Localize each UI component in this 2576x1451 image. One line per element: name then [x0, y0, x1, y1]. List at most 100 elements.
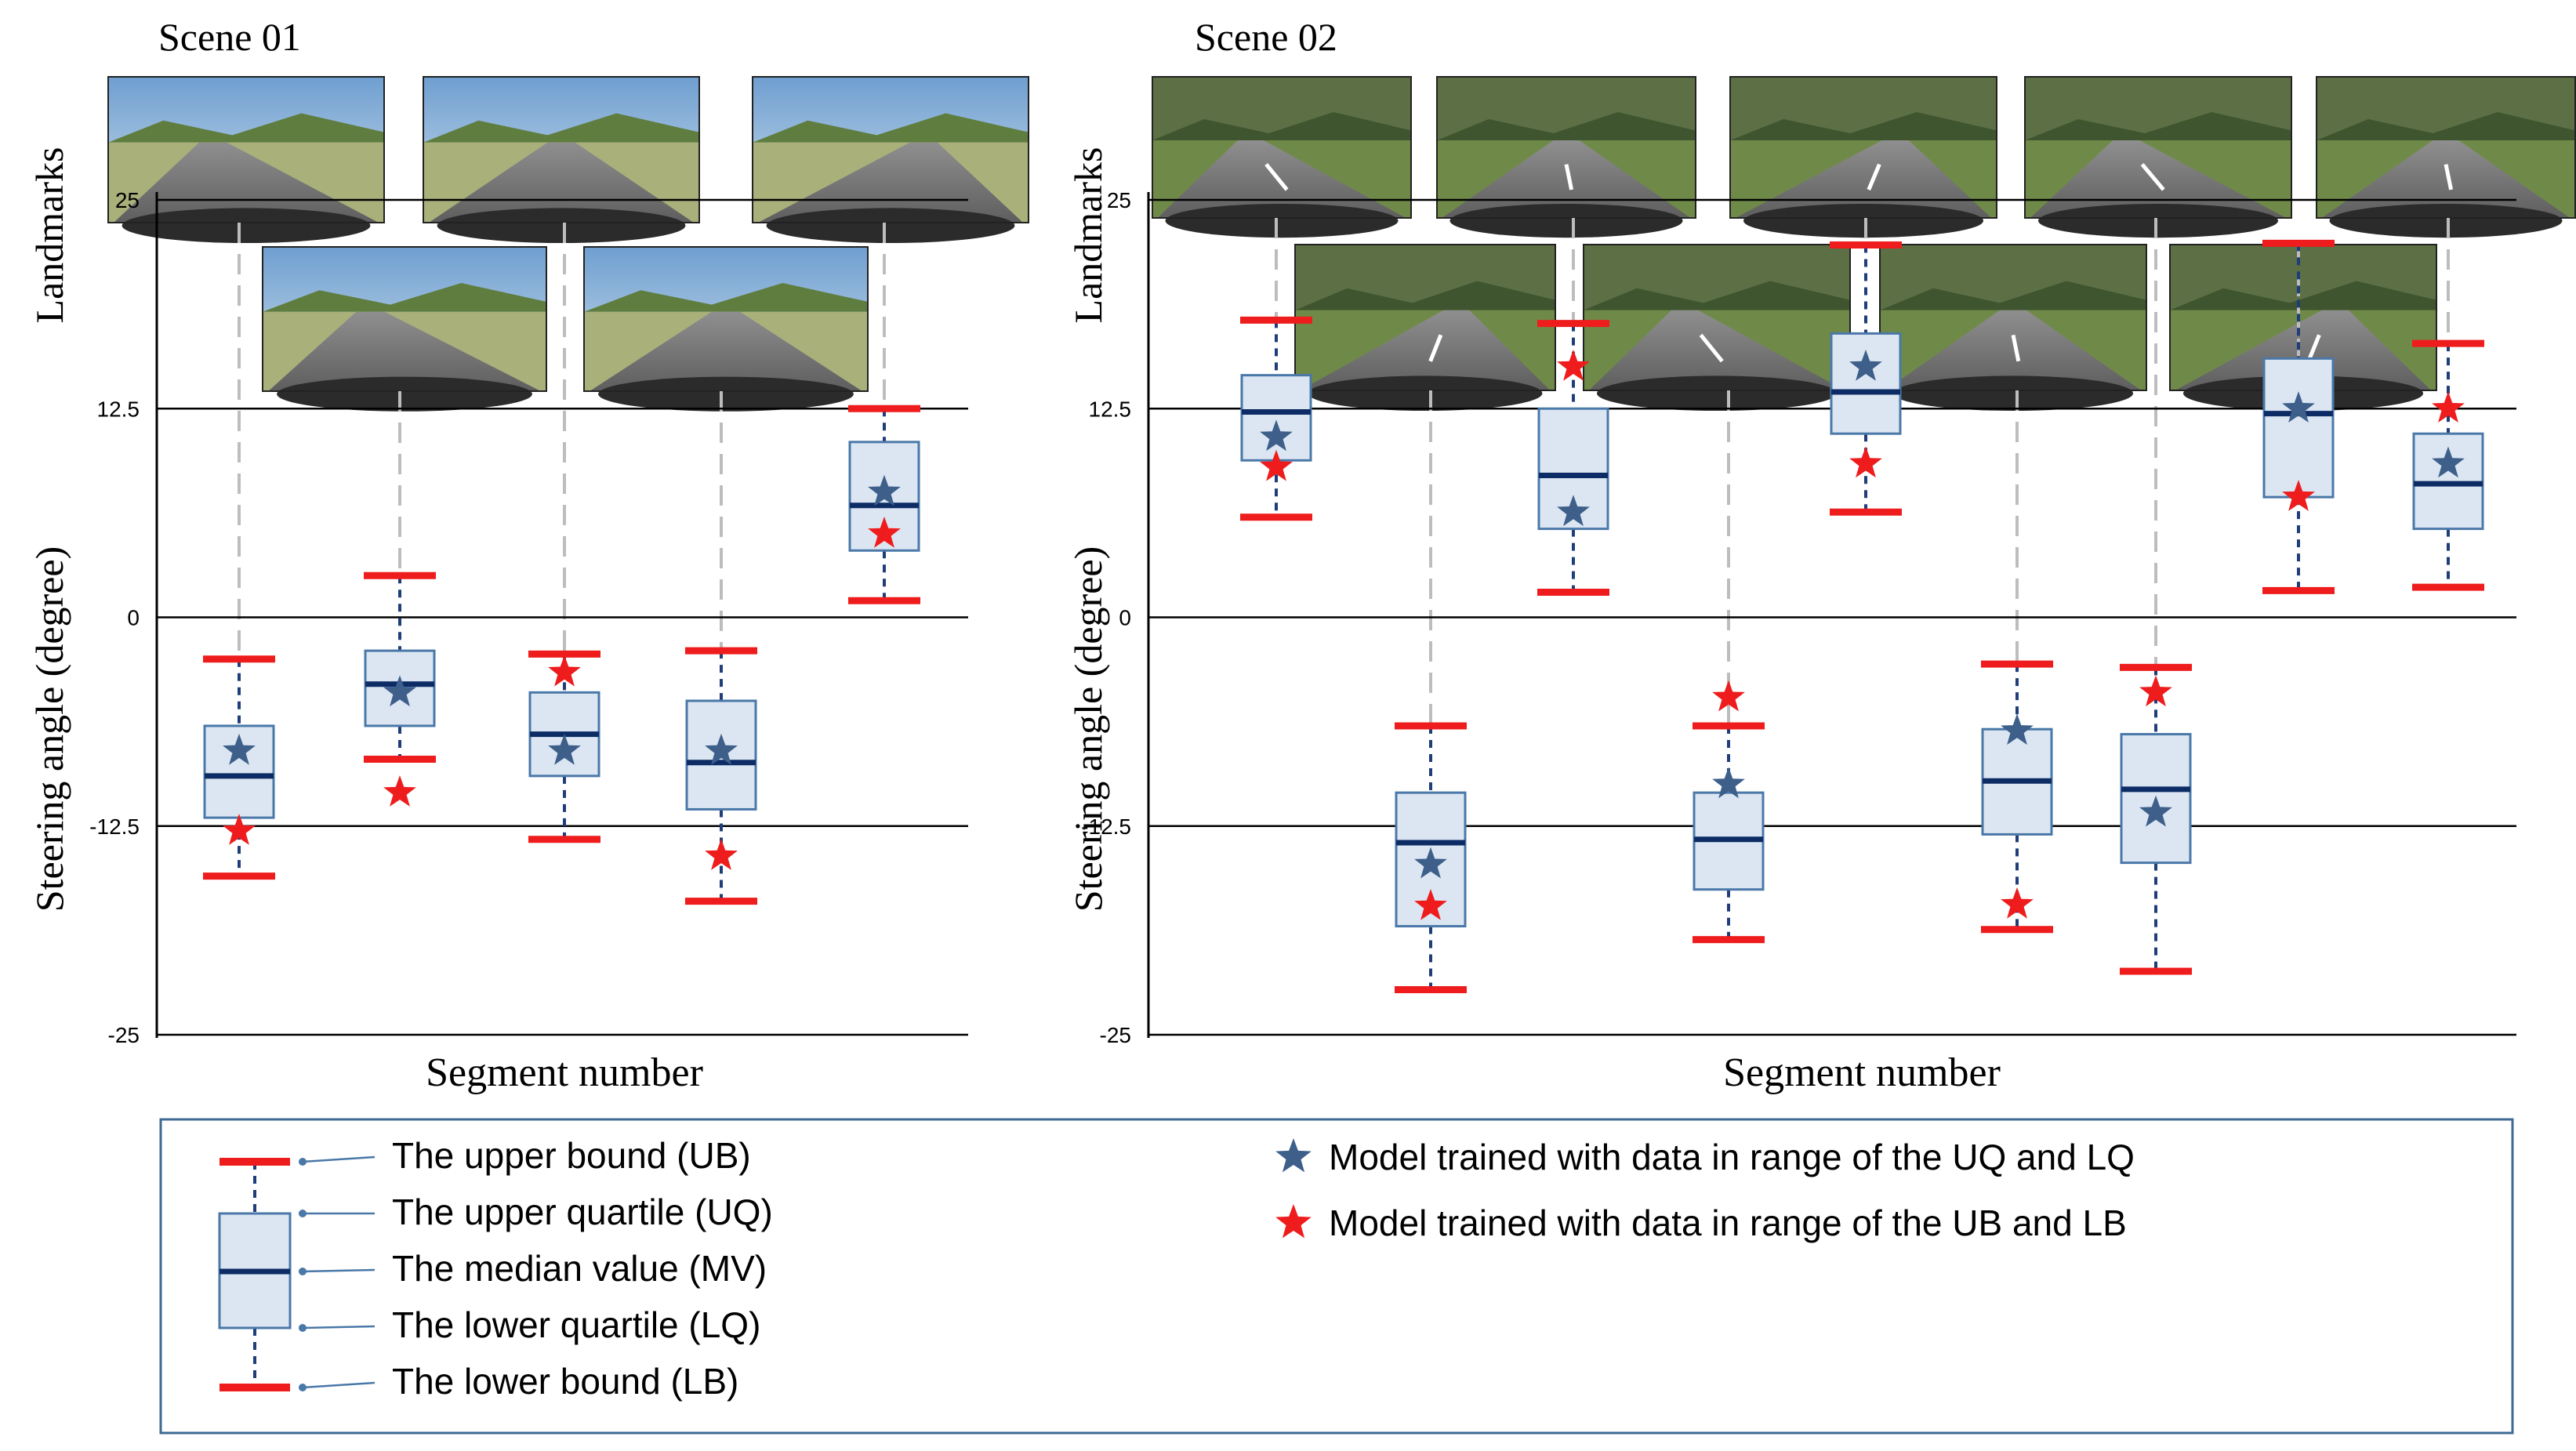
y-tick-label: -12.5	[89, 814, 140, 839]
thumbnail-hills	[753, 113, 1029, 143]
red-star-marker	[1414, 889, 1447, 920]
thumbnail-car-hood	[598, 376, 854, 412]
blue-star-marker	[383, 675, 416, 707]
thumbnail-hills	[263, 283, 546, 312]
blue-star-marker	[1849, 350, 1882, 381]
blue-star-marker	[705, 733, 738, 765]
quartile-box	[1537, 407, 1609, 531]
thumbnail-hills	[1437, 112, 1696, 140]
thumbnail-hills	[1152, 112, 1411, 140]
scene-02-x-axis-label: Segment number	[1723, 1050, 2001, 1095]
blue-star-marker	[1414, 847, 1447, 879]
thumbnail-car-hood	[122, 208, 371, 244]
blue-star-marker	[548, 733, 581, 765]
thumbnail-road	[1300, 310, 1551, 390]
thumbnail-frame	[107, 76, 385, 223]
thumbnail-car-hood	[1449, 204, 1683, 238]
red-star-marker	[1260, 449, 1293, 481]
thumbnail-car-hood	[1165, 204, 1399, 238]
blue-star-marker	[1557, 495, 1590, 527]
thumbnail-frame	[1436, 76, 1696, 219]
landmark-thumbnail	[1294, 244, 1556, 412]
y-tick-label: 0	[127, 606, 140, 630]
thumbnail-road	[2030, 140, 2287, 218]
thumbnail-road	[590, 311, 862, 391]
scene-2-plot: 25 12.5 0 -12.5 -25	[1081, 188, 2516, 1047]
legend-lb-label: The lower bound (LB)	[392, 1361, 738, 1402]
blue-star-marker	[868, 474, 901, 506]
thumbnail-lane-mark	[1699, 333, 1724, 363]
blue-star-marker	[1260, 419, 1293, 452]
blue-star-marker	[2432, 446, 2465, 478]
red-star-marker	[548, 655, 581, 687]
red-star-marker	[2432, 391, 2465, 423]
thumbnail-road	[268, 311, 541, 391]
legend-red-star-label: Model trained with data in range of the …	[1329, 1203, 2127, 1243]
legend-leader-line	[302, 1325, 376, 1329]
legend-star-markers	[1275, 1138, 1312, 1239]
red-star-marker	[1712, 680, 1745, 712]
y-tick-label: -25	[108, 1023, 140, 1047]
blue-star-marker	[2282, 391, 2315, 423]
legend-mv-label: The median value (MV)	[392, 1248, 767, 1289]
thumbnail-hills	[2170, 281, 2436, 310]
thumbnail-frame	[2316, 76, 2576, 219]
quartile-box	[1830, 332, 1902, 435]
thumbnail-road	[1157, 140, 1406, 218]
scene-02-landmarks-label: Landmarks	[1066, 147, 1110, 324]
red-star-marker	[1849, 446, 1882, 478]
red-star-marker	[705, 839, 738, 870]
landmark-thumbnail	[2024, 76, 2292, 238]
box-segment-6	[1981, 660, 2053, 934]
box-segment-3	[528, 650, 600, 843]
quartile-box	[1240, 374, 1312, 462]
box-segment-4	[685, 647, 757, 905]
scene-01-landmarks-label: Landmarks	[27, 147, 71, 324]
thumbnail-road	[1588, 310, 1845, 390]
thumbnail-frame	[752, 76, 1029, 223]
thumbnail-road	[758, 142, 1023, 223]
box-segment-2	[1395, 722, 1467, 993]
thumbnail-road	[1735, 140, 1992, 218]
thumbnail-hills	[108, 113, 384, 143]
y-tick-label: 25	[115, 188, 140, 212]
legend-leader-line	[302, 1155, 376, 1163]
landmark-thumbnail	[1879, 244, 2147, 412]
thumbnail-lane-mark	[2140, 162, 2165, 191]
y-tick-label: -12.5	[1081, 814, 1131, 839]
thumbnail-lane-mark	[1264, 163, 1289, 191]
legend-blue-star-label: Model trained with data in range of the …	[1329, 1137, 2135, 1177]
box-segment-5	[1830, 241, 1902, 516]
thumbnail-lane-mark	[2444, 164, 2454, 190]
y-tick-label: 12.5	[97, 397, 140, 421]
box-segment-5	[848, 404, 920, 604]
quartile-box	[2262, 357, 2335, 499]
landmark-thumbnail	[107, 76, 385, 244]
y-tick-label: 0	[1119, 606, 1131, 630]
thumbnail-road	[114, 142, 379, 223]
legend: The upper bound (UB) The upper quartile …	[159, 1118, 2514, 1435]
thumbnail-frame	[1583, 244, 1851, 391]
red-star-marker	[2282, 480, 2315, 511]
box-segment-8	[2262, 239, 2335, 594]
legend-blue-star	[1275, 1138, 1312, 1173]
blue-star-marker	[2001, 713, 2034, 745]
box-segment-7	[2120, 663, 2192, 975]
thumbnail-car-hood	[437, 208, 686, 244]
red-star-marker	[2001, 887, 2034, 919]
thumbnail-car-hood	[1597, 375, 1837, 412]
y-tick-label: -25	[1100, 1023, 1131, 1047]
thumbnail-road	[429, 142, 694, 223]
thumbnail-road	[2321, 140, 2571, 218]
thumbnail-hills	[1730, 112, 1997, 140]
thumbnail-car-hood	[277, 376, 532, 412]
red-star-marker	[1557, 350, 1590, 381]
thumbnail-car-hood	[2329, 204, 2563, 238]
legend-leader-line	[302, 1381, 376, 1389]
thumbnail-hills	[1880, 281, 2146, 310]
thumbnail-car-hood	[766, 208, 1015, 244]
landmark-thumbnail	[2316, 76, 2576, 238]
thumbnail-car-hood	[1308, 375, 1543, 412]
thumbnail-hills	[584, 283, 868, 312]
